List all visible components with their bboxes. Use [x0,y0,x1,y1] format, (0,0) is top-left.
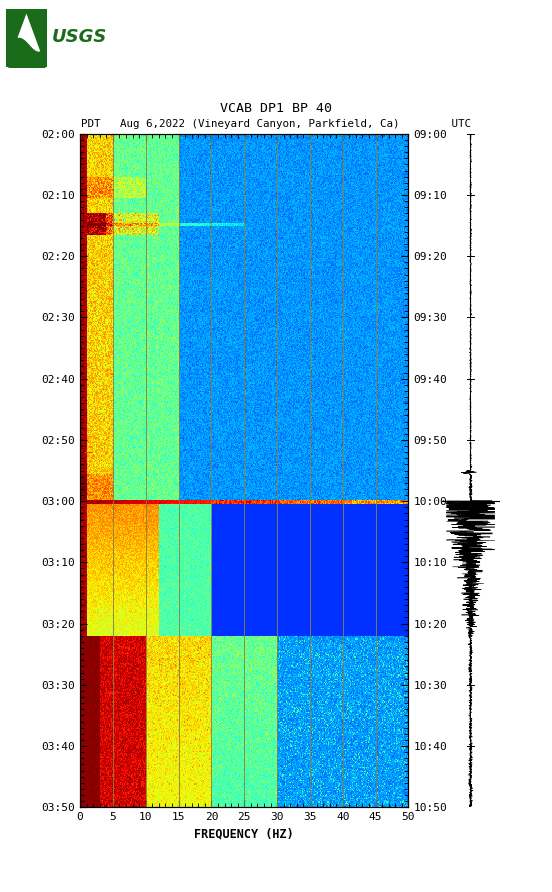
Polygon shape [8,13,44,62]
Text: VCAB DP1 BP 40: VCAB DP1 BP 40 [220,103,332,115]
Text: USGS: USGS [52,28,108,45]
Text: PDT   Aug 6,2022 (Vineyard Canyon, Parkfield, Ca)        UTC: PDT Aug 6,2022 (Vineyard Canyon, Parkfie… [81,119,471,129]
X-axis label: FREQUENCY (HZ): FREQUENCY (HZ) [194,828,294,840]
Bar [6,9,47,67]
